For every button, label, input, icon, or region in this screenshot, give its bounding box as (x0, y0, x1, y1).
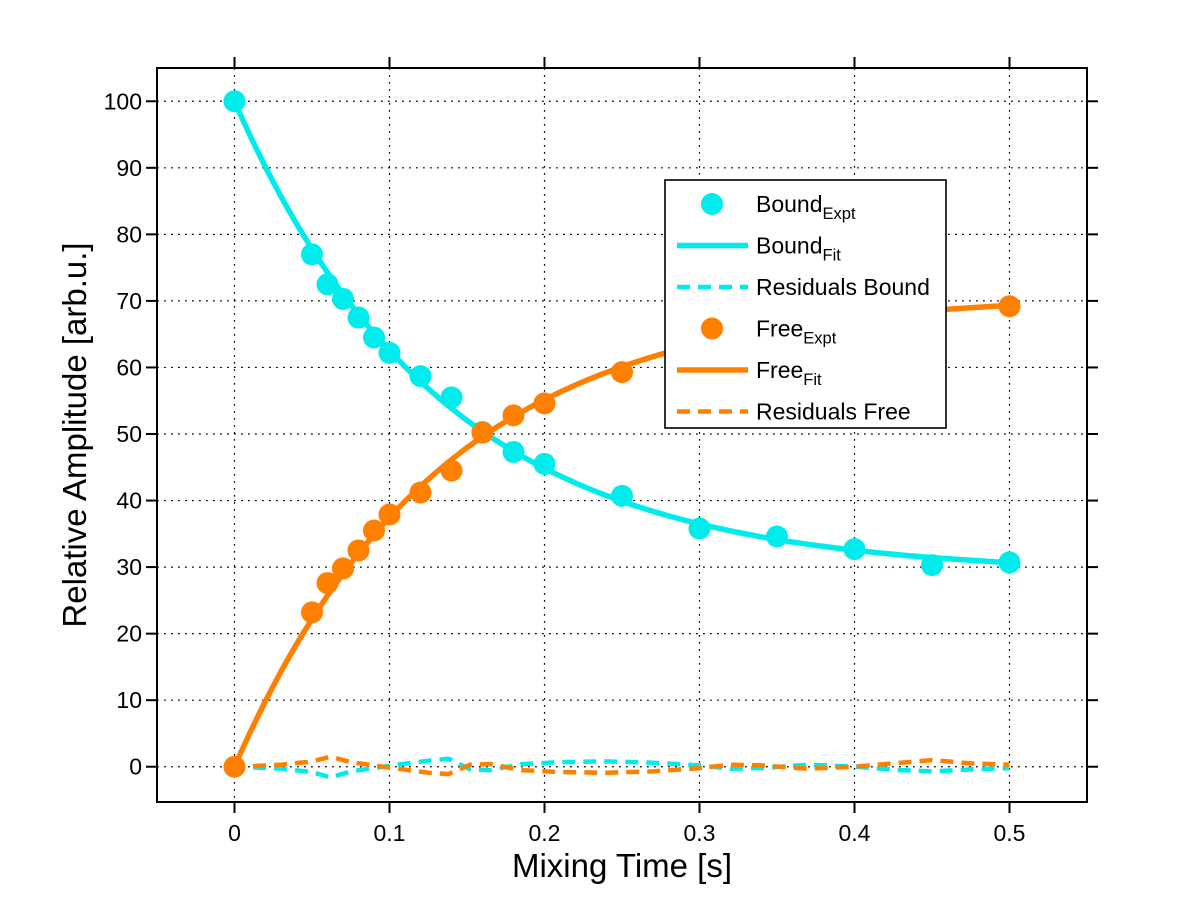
y-tick-label: 60 (116, 354, 142, 380)
series-bound-expt-point (409, 365, 432, 388)
x-tick-label: 0.2 (529, 820, 561, 846)
axes: 0 0.1 0.2 0.3 0.4 0.5 0 10 20 30 40 50 60 70 80 90 100 (104, 57, 1098, 846)
series-free-expt-point (409, 481, 432, 504)
y-tick-label: 70 (116, 288, 142, 314)
y-tick-label: 80 (116, 221, 142, 247)
legend-entry-label: Residuals Free (756, 399, 911, 425)
grid (157, 68, 1087, 802)
x-tick-label: 0.5 (994, 820, 1026, 846)
y-tick-label: 40 (116, 488, 142, 514)
y-tick-label: 50 (116, 421, 142, 447)
series-residuals-free-curve (252, 754, 1010, 777)
legend-entry-subscript: Expt (803, 330, 836, 348)
y-tick-label: 90 (116, 155, 142, 181)
legend-marker-dot (701, 193, 723, 215)
legend-entry-subscript: Expt (823, 205, 856, 223)
series-bound-fit (231, 98, 1013, 566)
y-axis-label: Relative Amplitude [arb.u.] (56, 242, 93, 627)
y-tick-label: 100 (104, 88, 142, 114)
y-tick-label: 0 (129, 754, 142, 780)
x-tick-label: 0.1 (374, 820, 406, 846)
legend-entry-subscript: Fit (803, 371, 822, 389)
x-tick-label: 0 (228, 820, 241, 846)
legend-marker-dot (701, 317, 723, 340)
x-axis-label: Mixing Time [s] (512, 847, 732, 884)
y-tick-label: 10 (116, 687, 142, 713)
series-bound-fit-curve (231, 98, 1013, 566)
legend-entry-label: Residuals Bound (756, 274, 930, 300)
y-tick-label: 30 (116, 554, 142, 580)
x-tick-label: 0.3 (684, 820, 716, 846)
y-tick-label: 20 (116, 621, 142, 647)
x-tick-label: 0.4 (839, 820, 871, 846)
legend-entry: Residuals Bound (677, 274, 930, 300)
legend-entry-subscript: Fit (823, 247, 842, 265)
legend-box (664, 179, 947, 429)
series-residuals-free (252, 754, 1010, 777)
plot-box (156, 67, 1088, 803)
legend-entry: Residuals Free (677, 399, 911, 425)
